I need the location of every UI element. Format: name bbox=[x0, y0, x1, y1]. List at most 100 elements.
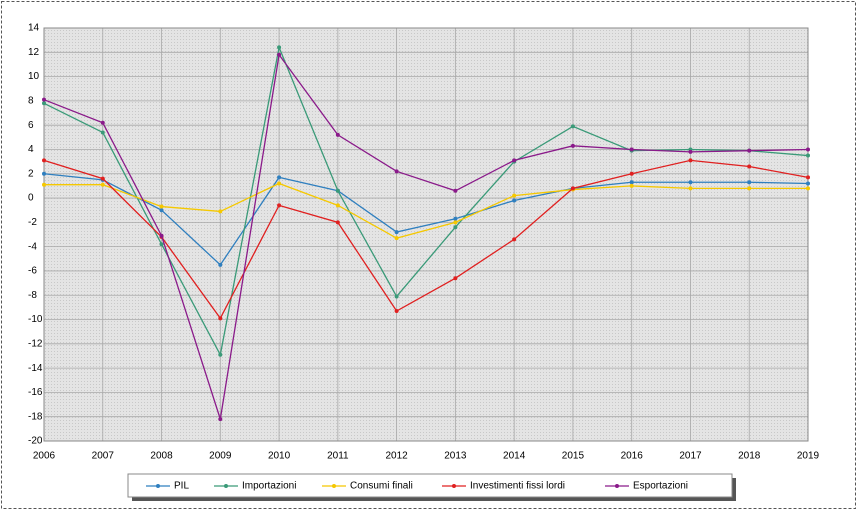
y-tick-label: 14 bbox=[28, 23, 40, 34]
data-point bbox=[453, 225, 458, 230]
data-point bbox=[159, 242, 164, 247]
data-point bbox=[747, 180, 752, 185]
data-point bbox=[688, 180, 693, 185]
data-point bbox=[570, 124, 575, 129]
x-tick-label: 2016 bbox=[621, 451, 644, 462]
x-tick-label: 2013 bbox=[444, 451, 467, 462]
y-tick-label: -16 bbox=[28, 387, 43, 398]
data-point bbox=[394, 236, 399, 241]
series-line bbox=[43, 45, 809, 357]
y-tick-label: -20 bbox=[28, 436, 43, 447]
data-point bbox=[394, 169, 399, 174]
x-tick-label: 2019 bbox=[797, 451, 820, 462]
y-tick-label: -10 bbox=[28, 314, 43, 325]
data-point bbox=[806, 147, 810, 152]
data-point bbox=[277, 175, 282, 180]
data-point bbox=[218, 316, 223, 321]
data-point bbox=[629, 147, 634, 152]
x-tick-label: 2008 bbox=[150, 451, 173, 462]
legend-marker bbox=[332, 484, 336, 488]
data-point bbox=[394, 230, 399, 235]
data-point bbox=[100, 130, 105, 135]
data-point bbox=[277, 203, 282, 208]
data-point bbox=[688, 186, 693, 191]
legend-label: Esportazioni bbox=[633, 481, 688, 492]
data-point bbox=[335, 220, 340, 225]
plot-area bbox=[44, 28, 808, 441]
data-point bbox=[100, 120, 105, 125]
legend-marker bbox=[156, 484, 160, 488]
y-tick-label: 10 bbox=[28, 71, 40, 82]
legend bbox=[127, 473, 733, 498]
y-tick-label: 4 bbox=[28, 144, 34, 155]
series-line bbox=[44, 182, 808, 239]
data-point bbox=[453, 276, 458, 281]
data-point bbox=[512, 198, 517, 203]
data-point bbox=[806, 175, 810, 180]
data-point bbox=[512, 193, 517, 198]
x-tick-label: 2007 bbox=[92, 451, 115, 462]
data-point bbox=[100, 182, 105, 187]
data-point bbox=[42, 171, 46, 176]
data-point bbox=[629, 183, 634, 188]
y-tick-label: -12 bbox=[28, 338, 43, 349]
data-point bbox=[806, 153, 810, 158]
y-tick-label: -6 bbox=[28, 266, 37, 277]
data-point bbox=[218, 209, 223, 214]
y-tick-label: 0 bbox=[28, 193, 34, 204]
legend-marker bbox=[452, 484, 456, 488]
legend-label: Investimenti fissi lordi bbox=[470, 481, 565, 492]
y-tick-label: 6 bbox=[28, 120, 34, 131]
data-point bbox=[335, 188, 340, 193]
data-point bbox=[453, 220, 458, 225]
data-point bbox=[512, 237, 517, 242]
data-point bbox=[277, 52, 282, 57]
data-point bbox=[218, 262, 223, 267]
x-tick-label: 2010 bbox=[268, 451, 291, 462]
data-point bbox=[806, 186, 810, 191]
legend-marker bbox=[615, 484, 619, 488]
plot-border bbox=[43, 27, 809, 442]
data-point bbox=[394, 294, 399, 299]
y-tick-label: -4 bbox=[28, 241, 37, 252]
data-point bbox=[277, 181, 282, 186]
data-point bbox=[806, 181, 810, 186]
data-point bbox=[159, 233, 164, 238]
y-tick-label: 12 bbox=[28, 47, 40, 58]
x-tick-label: 2018 bbox=[738, 451, 761, 462]
data-point bbox=[394, 309, 399, 314]
y-tick-label: -8 bbox=[28, 290, 37, 301]
y-tick-label: -2 bbox=[28, 217, 37, 228]
y-tick-label: -18 bbox=[28, 411, 43, 422]
data-point bbox=[688, 149, 693, 154]
data-point bbox=[218, 352, 223, 357]
series-line bbox=[43, 159, 809, 320]
data-point bbox=[42, 182, 46, 187]
y-tick-label: 2 bbox=[28, 168, 34, 179]
data-point bbox=[570, 143, 575, 148]
data-point bbox=[42, 158, 46, 163]
data-point bbox=[277, 45, 282, 50]
x-tick-label: 2014 bbox=[503, 451, 526, 462]
legend-label: Importazioni bbox=[242, 481, 296, 492]
data-point bbox=[335, 203, 340, 208]
data-point bbox=[453, 188, 458, 193]
y-tick-label: -14 bbox=[28, 363, 43, 374]
y-tick-label: 8 bbox=[28, 96, 34, 107]
data-point bbox=[747, 148, 752, 153]
series-line bbox=[43, 53, 809, 420]
data-point bbox=[159, 204, 164, 209]
data-point bbox=[570, 186, 575, 191]
data-point bbox=[747, 186, 752, 191]
data-point bbox=[42, 101, 46, 106]
data-point bbox=[747, 164, 752, 169]
x-tick-label: 2011 bbox=[327, 451, 349, 462]
data-point bbox=[335, 132, 340, 137]
data-point bbox=[159, 208, 164, 213]
legend-label: Consumi finali bbox=[350, 481, 413, 492]
legend-label: PIL bbox=[174, 481, 189, 492]
x-tick-label: 2017 bbox=[679, 451, 702, 462]
data-point bbox=[100, 176, 105, 181]
x-tick-label: 2006 bbox=[33, 451, 56, 462]
